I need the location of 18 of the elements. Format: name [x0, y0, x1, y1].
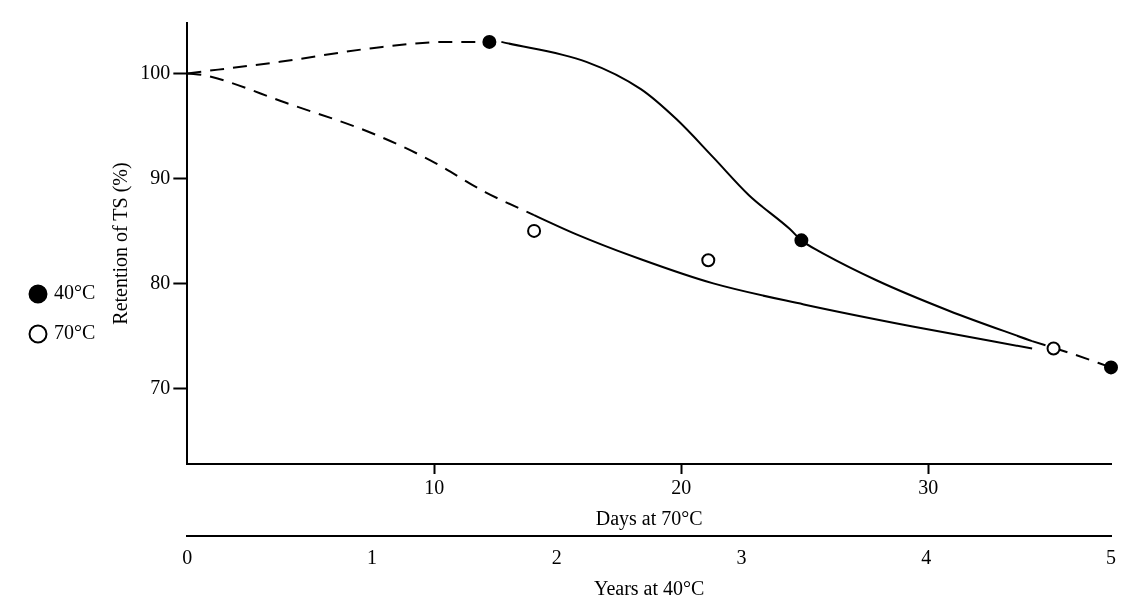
x-axis-title: Years at 40°C: [593, 577, 705, 600]
x2-tick-label: 30: [918, 476, 939, 499]
y-tick-label: 80: [150, 270, 171, 293]
legend-label: 40°C: [54, 281, 96, 304]
x-tick-label: 5: [1106, 546, 1116, 569]
x-tick-label: 4: [921, 546, 932, 569]
x2-tick-label: 20: [671, 476, 692, 499]
y-axis-title: Retention of TS (%): [108, 162, 132, 325]
x2-axis-title: Days at 70°C: [595, 507, 703, 531]
x-tick-label: 2: [551, 546, 562, 569]
x2-tick-label: 10: [424, 476, 445, 499]
y-tick-label: 90: [150, 165, 171, 188]
x-tick-label: 1: [367, 546, 378, 569]
y-tick-label: 70: [150, 375, 171, 398]
y-tick-label: 100: [140, 60, 171, 83]
legend-label: 70°C: [54, 321, 96, 344]
x-tick-label: 3: [736, 546, 747, 569]
x-tick-label: 0: [182, 546, 193, 569]
